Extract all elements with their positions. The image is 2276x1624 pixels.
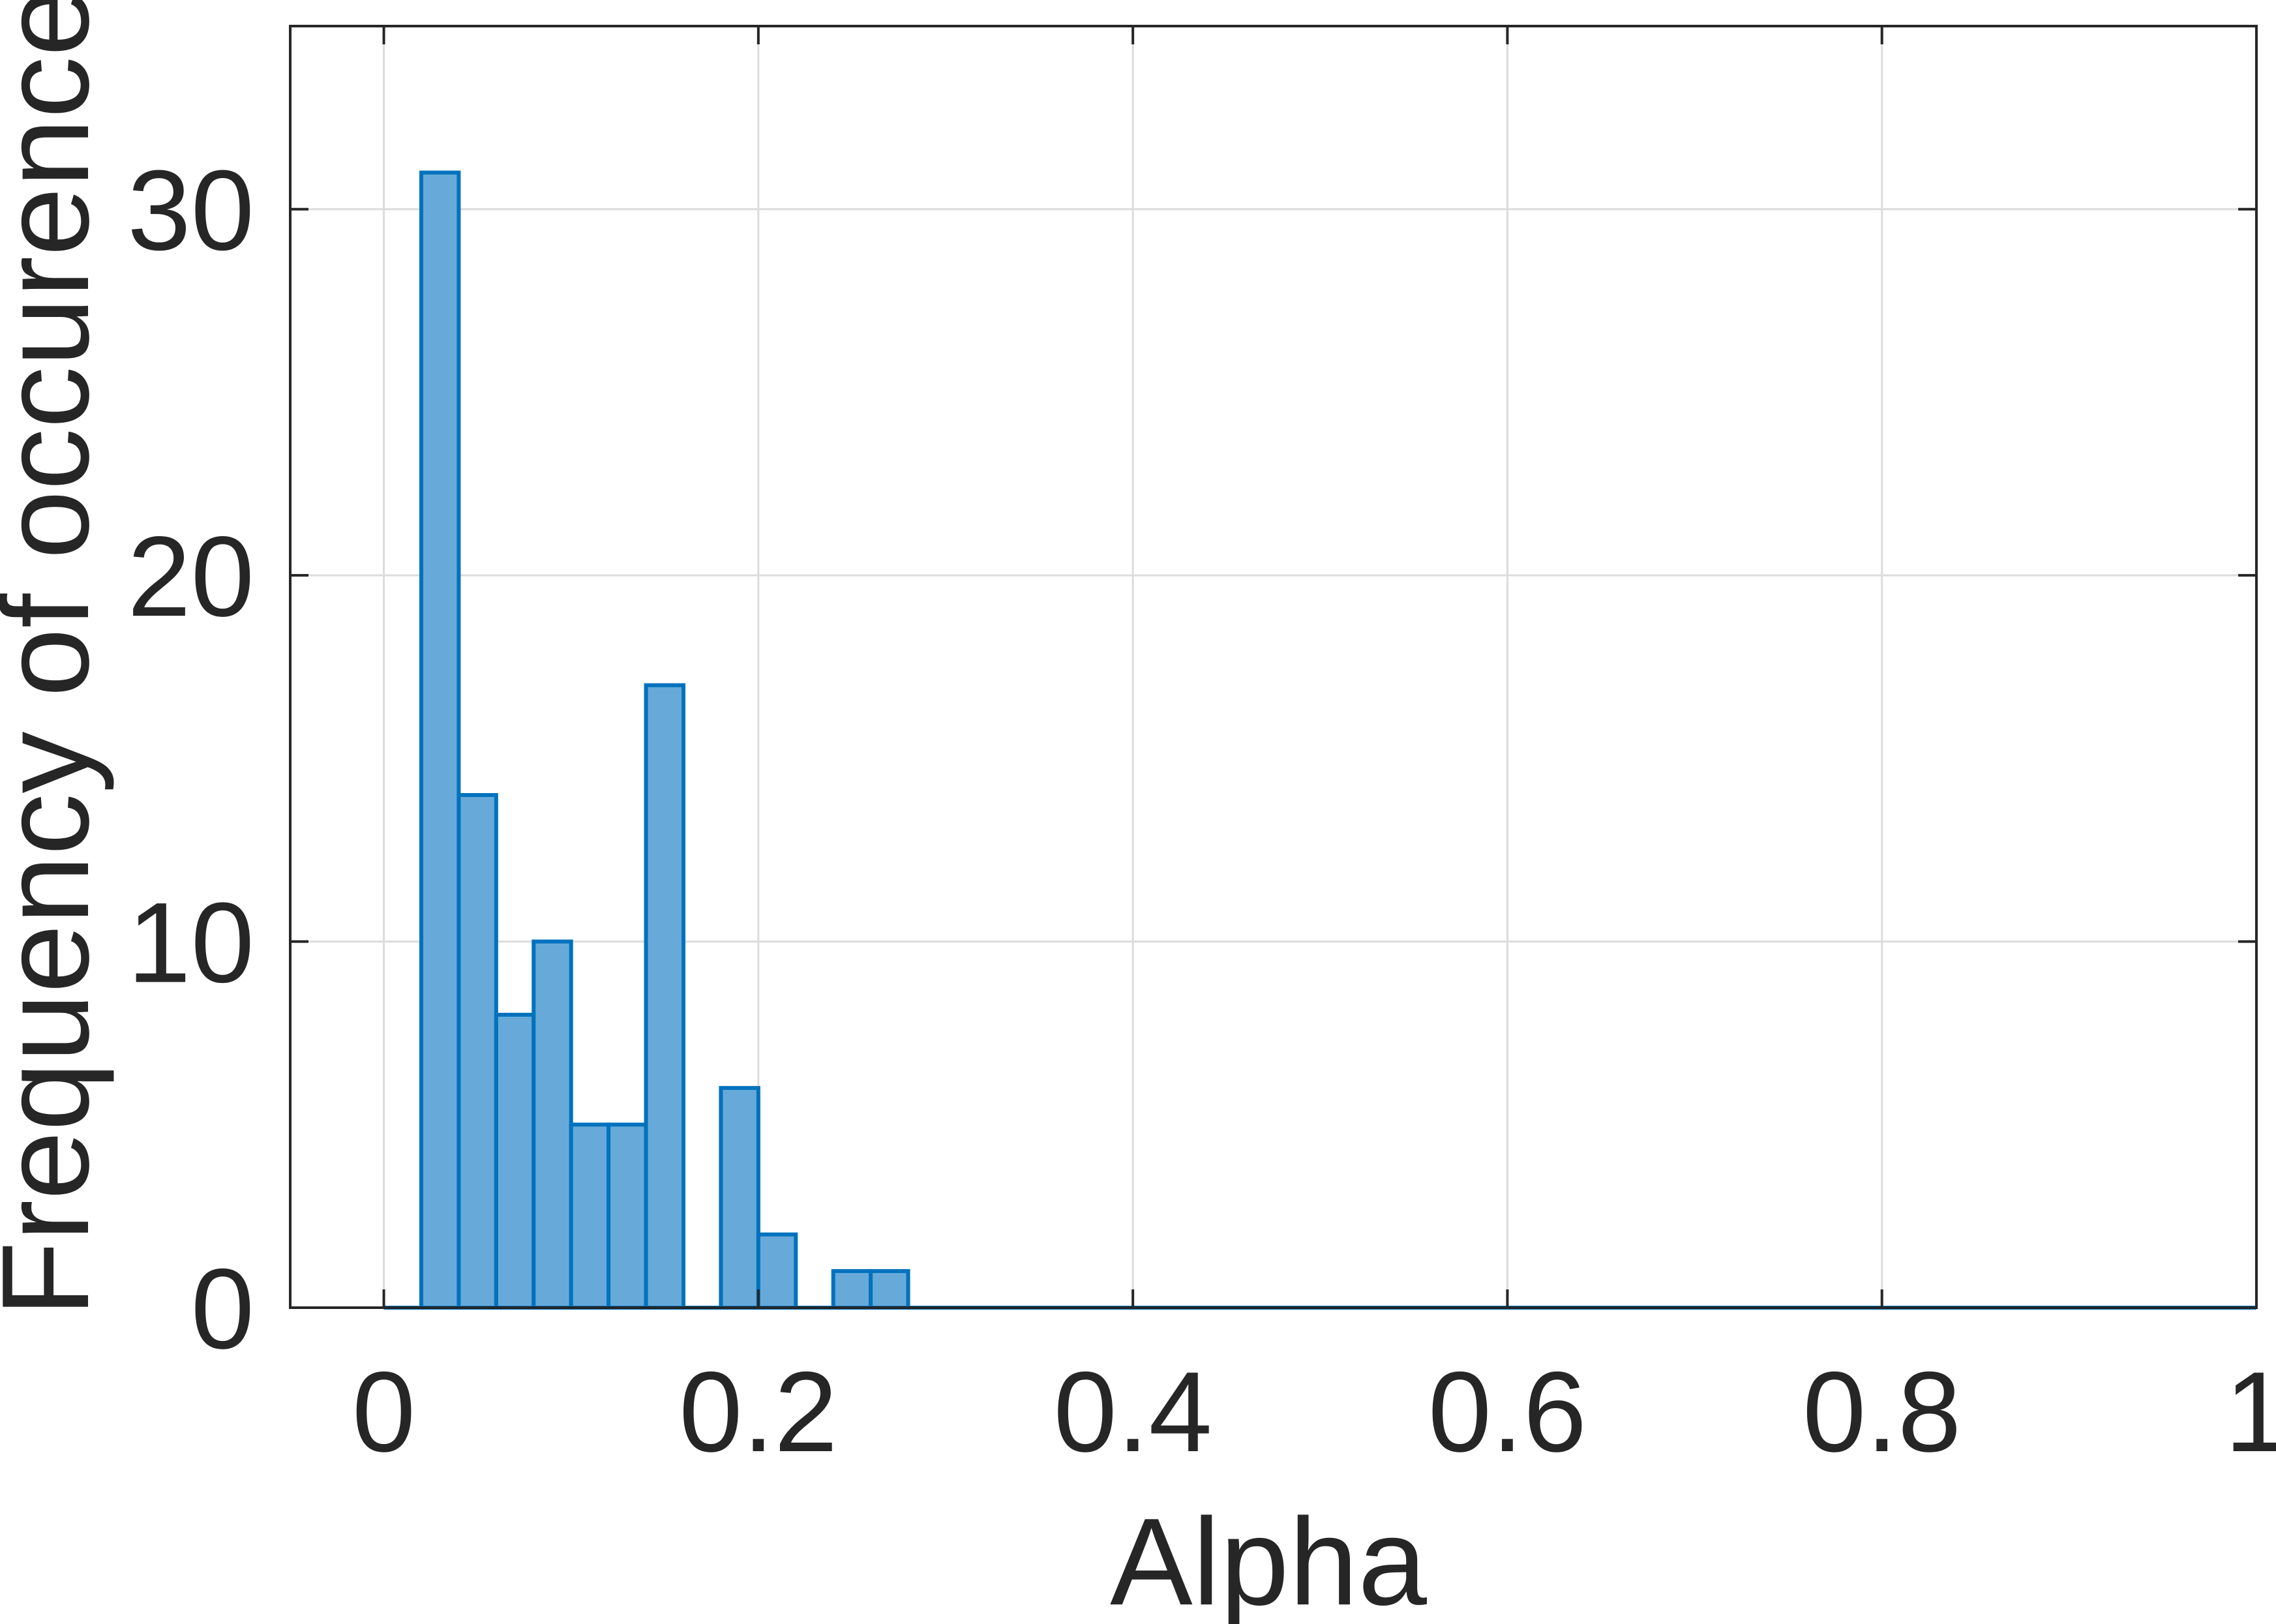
x-tick-label: 0.2 bbox=[679, 1349, 837, 1476]
y-tick-label: 0 bbox=[191, 1246, 254, 1373]
histogram-bar bbox=[532, 939, 573, 1310]
x-tick-label: 0.6 bbox=[1428, 1349, 1587, 1476]
y-tick-label: 10 bbox=[127, 880, 254, 1007]
histogram-bar bbox=[869, 1269, 910, 1310]
x-tick-label: 0.8 bbox=[1803, 1349, 1961, 1476]
histogram-bar bbox=[419, 170, 461, 1310]
histogram-bar bbox=[756, 1232, 798, 1310]
histogram-bars bbox=[383, 170, 2256, 1310]
y-axis-label: Frequency of occurence bbox=[0, 0, 115, 1317]
y-tick-label: 30 bbox=[127, 147, 254, 275]
histogram-bar bbox=[606, 1122, 648, 1310]
x-tick-label: 0 bbox=[352, 1349, 415, 1476]
histogram-bar bbox=[457, 793, 498, 1310]
histogram-bar bbox=[569, 1122, 611, 1310]
x-tick-label: 0.4 bbox=[1054, 1349, 1212, 1476]
histogram-bar bbox=[644, 683, 685, 1310]
axes bbox=[289, 25, 2258, 1309]
histogram-bar bbox=[831, 1269, 873, 1310]
histogram-bar bbox=[494, 1012, 536, 1310]
plot-frame bbox=[289, 25, 2258, 1309]
x-axis-label: Alpha bbox=[1110, 1493, 1427, 1624]
gridlines bbox=[290, 26, 2258, 1309]
histogram-bar bbox=[719, 1086, 760, 1310]
y-tick-label: 20 bbox=[127, 513, 254, 640]
x-tick-label: 1 bbox=[2224, 1349, 2276, 1476]
